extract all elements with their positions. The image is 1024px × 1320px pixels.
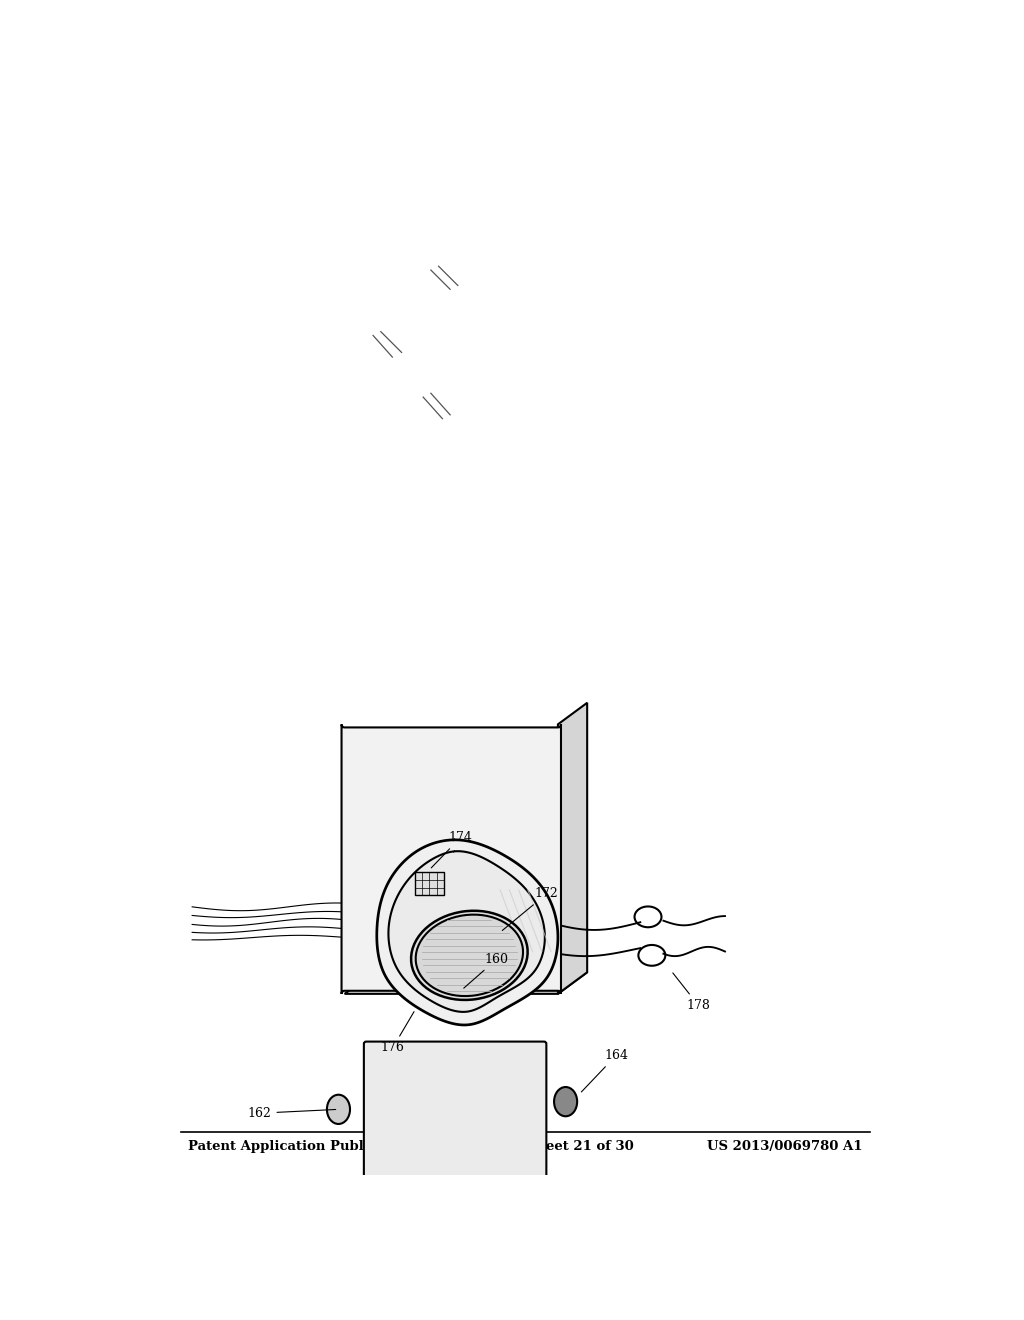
Polygon shape — [558, 702, 587, 994]
Polygon shape — [377, 840, 558, 1024]
Text: 178: 178 — [673, 973, 711, 1012]
Text: 162: 162 — [248, 1106, 336, 1119]
Ellipse shape — [327, 1094, 350, 1125]
Text: Mar. 21, 2013  Sheet 21 of 30: Mar. 21, 2013 Sheet 21 of 30 — [416, 1139, 634, 1152]
Text: 172: 172 — [503, 887, 558, 931]
FancyBboxPatch shape — [342, 725, 561, 994]
Text: 174: 174 — [431, 832, 472, 867]
Bar — [415, 873, 444, 895]
Text: 160: 160 — [464, 953, 509, 989]
Polygon shape — [345, 973, 587, 994]
Text: US 2013/0069780 A1: US 2013/0069780 A1 — [707, 1139, 862, 1152]
Text: Patent Application Publication: Patent Application Publication — [188, 1139, 415, 1152]
Text: 176: 176 — [381, 1011, 414, 1055]
Polygon shape — [388, 851, 545, 1012]
Ellipse shape — [416, 915, 523, 997]
FancyBboxPatch shape — [364, 1041, 547, 1234]
Circle shape — [354, 1259, 462, 1320]
Ellipse shape — [554, 1088, 578, 1117]
Text: FIG. 12: FIG. 12 — [428, 1085, 496, 1104]
Ellipse shape — [411, 911, 527, 1001]
Text: 164: 164 — [582, 1049, 628, 1092]
